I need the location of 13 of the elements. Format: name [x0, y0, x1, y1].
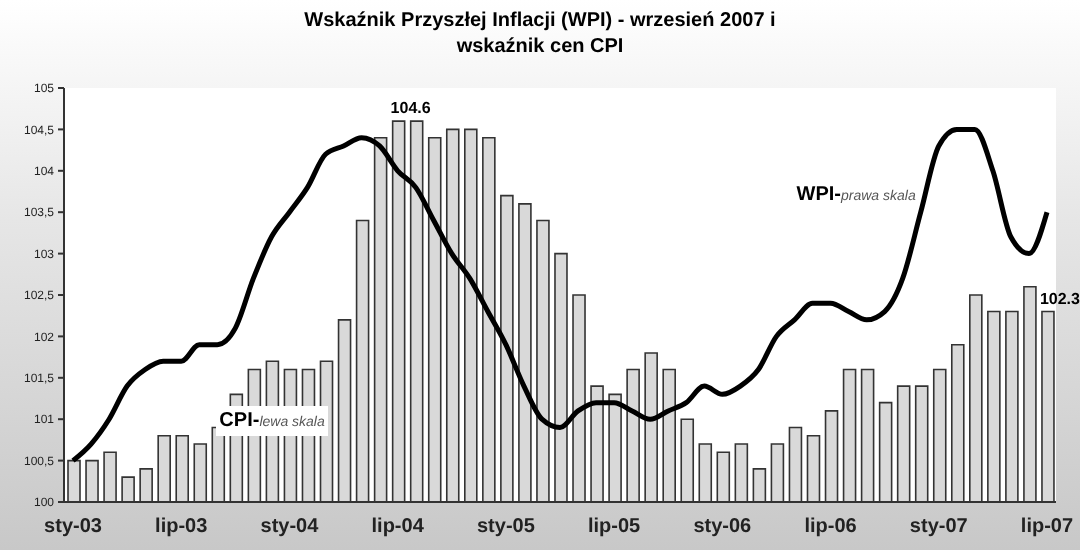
x-tick-label: sty-06	[693, 516, 753, 539]
x-tick-label: lip-06	[804, 516, 858, 539]
data-label: 104.6	[390, 99, 432, 118]
x-tick-label: lip-03	[155, 516, 209, 539]
x-tick-label: sty-07	[909, 516, 969, 539]
x-tick-label: lip-05	[587, 516, 642, 539]
x-tick-label: sty-03	[44, 516, 103, 539]
chart-title: Wskaźnik Przyszłej Inflacji (WPI) - wrzesień 2007 i wskaźnik cen CPI	[302, 8, 778, 60]
x-tick-label: lip-04	[371, 516, 425, 539]
data-label: 102.3	[1039, 289, 1080, 308]
x-tick-label: sty-05	[476, 516, 536, 539]
x-tick-label: sty-04	[260, 516, 320, 539]
x-tick-label: lip-07	[1020, 516, 1074, 539]
